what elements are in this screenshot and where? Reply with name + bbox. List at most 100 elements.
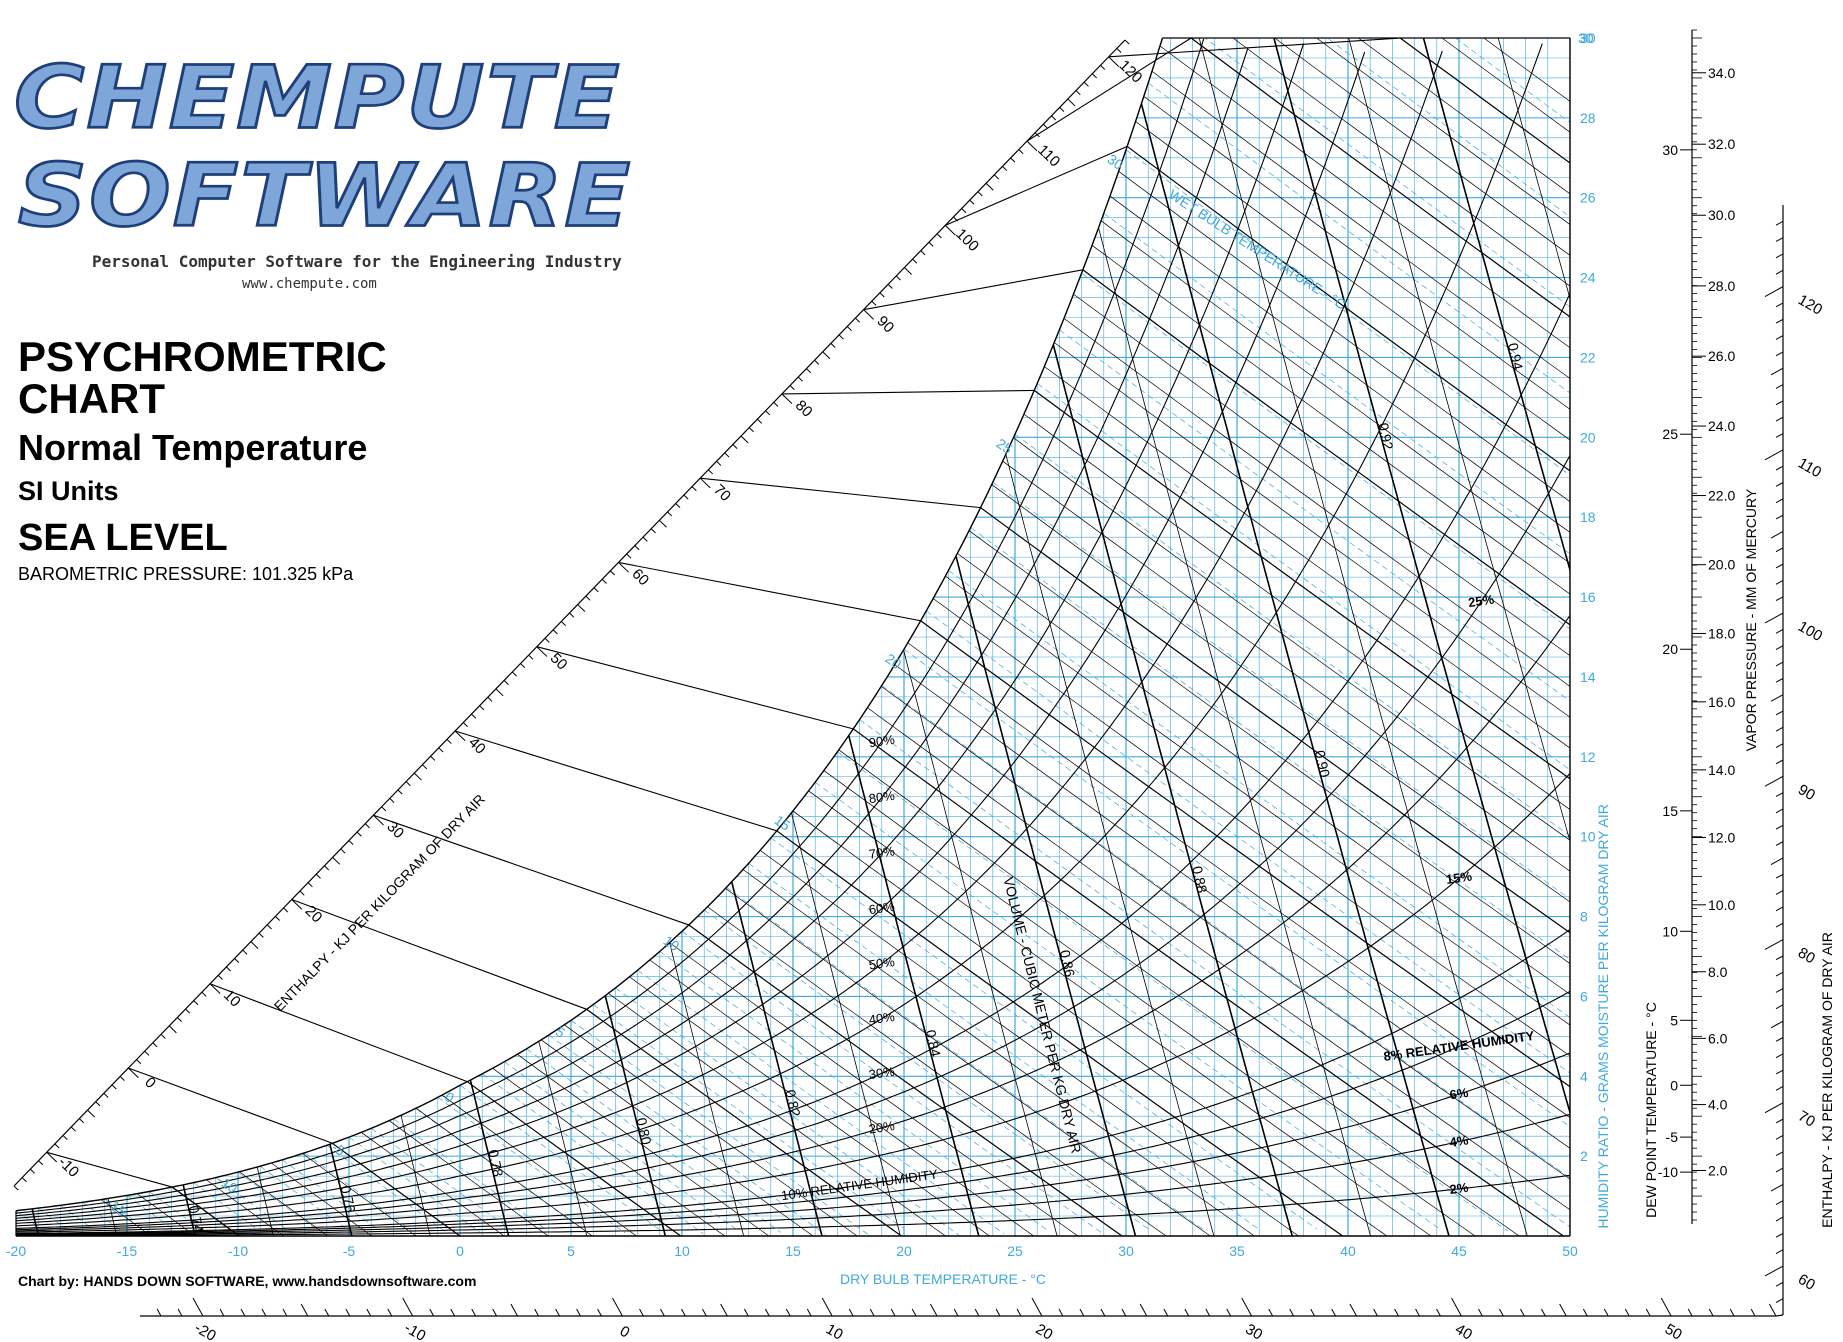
rh-curve xyxy=(16,455,1570,1231)
enthalpy-scale-tick xyxy=(724,452,730,458)
enthalpy-right-tick xyxy=(1775,1086,1784,1091)
enthalpy-scale-tick xyxy=(618,562,629,573)
enthalpy-bottom-tick xyxy=(366,1308,372,1317)
enthalpy-bottom-tick xyxy=(471,1308,477,1317)
enthalpy-scale-tick xyxy=(871,300,877,306)
volume-line xyxy=(1273,38,1570,1236)
enthalpy-scale-tick xyxy=(601,578,607,584)
y-tick-label: 8 xyxy=(1580,909,1588,925)
enthalpy-right-tick xyxy=(1764,1265,1784,1277)
rh-curve xyxy=(16,929,1570,1235)
wet-bulb-line xyxy=(881,685,1570,1229)
enthalpy-right-tick xyxy=(1775,1004,1784,1010)
volume-label: 0.82 xyxy=(782,1088,803,1118)
enthalpy-right-tick xyxy=(1775,1167,1784,1173)
enthalpy-right-tick xyxy=(1764,939,1784,950)
enthalpy-bottom-tick xyxy=(702,1308,707,1317)
logo-line-chempute: CHEMPUTE xyxy=(12,47,622,149)
wet-bulb-label: 5 xyxy=(553,1023,569,1041)
vapor-pressure-label: 16.0 xyxy=(1708,694,1735,710)
volume-line xyxy=(1348,38,1570,1236)
enthalpy-scale-tick xyxy=(283,907,289,913)
enthalpy-bottom-tick xyxy=(1624,1308,1630,1317)
enthalpy-right-tick xyxy=(1775,1053,1784,1059)
enthalpy-bottom-tick xyxy=(806,1308,812,1317)
enthalpy-line xyxy=(1065,38,1570,1236)
vapor-pressure-label: 20.0 xyxy=(1708,557,1735,573)
enthalpy-bottom-label: 10 xyxy=(823,1321,846,1342)
logo-line-software: SOFTWARE xyxy=(16,145,633,247)
enthalpy-scale-tick xyxy=(373,814,384,826)
x-tick-label: 10 xyxy=(674,1243,690,1259)
enthalpy-right-label: 60 xyxy=(1795,1271,1818,1294)
x-tick-label: 45 xyxy=(1451,1243,1467,1259)
enthalpy-bottom-tick xyxy=(911,1308,917,1317)
wet-bulb-line xyxy=(437,1097,626,1234)
enthalpy-corner xyxy=(1775,1314,1784,1317)
enthalpy-left-axis-label: ENTHALPY - KJ PER KILOGRAM OF DRY AIR xyxy=(271,791,488,1014)
enthalpy-bottom-tick xyxy=(1121,1308,1127,1317)
wet-bulb-line xyxy=(703,909,1150,1230)
enthalpy-scale-tick xyxy=(299,890,305,896)
enthalpy-line xyxy=(856,38,1570,1236)
enthalpy-scale-tick xyxy=(95,1101,101,1107)
wet-bulb-line xyxy=(570,1020,871,1236)
enthalpy-right-tick xyxy=(1775,922,1784,928)
volume-label: 0.86 xyxy=(1057,948,1078,978)
enthalpy-bottom-tick xyxy=(387,1308,393,1317)
enthalpy-bottom-tick xyxy=(1750,1308,1756,1317)
enthalpy-line xyxy=(1190,38,1570,1236)
y-tick-label: 14 xyxy=(1580,669,1596,685)
enthalpy-scale-tick xyxy=(487,696,493,702)
enthalpy-scale-tick xyxy=(275,915,281,921)
rh-label: 40% xyxy=(868,1009,896,1028)
enthalpy-scale-tick xyxy=(185,1008,191,1014)
enthalpy-scale-tick xyxy=(152,1042,158,1048)
enthalpy-scale-tick xyxy=(1100,64,1106,70)
enthalpy-guide-line xyxy=(863,269,1083,311)
enthalpy-bottom-label: 0 xyxy=(617,1323,633,1342)
enthalpy-bottom-tick xyxy=(1708,1308,1714,1317)
wet-bulb-line xyxy=(592,1004,904,1229)
enthalpy-right-tick xyxy=(1770,1020,1784,1029)
wet-bulb-line xyxy=(393,1118,548,1231)
enthalpy-scale-tick xyxy=(708,469,714,475)
y-tick-label: 22 xyxy=(1580,349,1596,365)
enthalpy-scale-tick xyxy=(226,966,232,972)
enthalpy-scale-tick xyxy=(250,941,259,949)
enthalpy-scale-tick xyxy=(46,1151,58,1163)
enthalpy-scale-tick xyxy=(234,958,240,964)
enthalpy-bottom-tick xyxy=(929,1303,938,1317)
enthalpy-scale-tick xyxy=(609,570,616,576)
wet-bulb-line xyxy=(1192,38,1570,1232)
enthalpy-scale-tick xyxy=(904,267,912,275)
enthalpy-line xyxy=(16,38,593,1236)
volume-line xyxy=(1123,38,1450,1236)
wet-bulb-line xyxy=(326,1145,448,1234)
enthalpy-right-tick xyxy=(1764,449,1784,461)
rh-label: 30% xyxy=(868,1064,896,1083)
enthalpy-bottom-tick xyxy=(1079,1308,1085,1317)
enthalpy-scale-tick xyxy=(667,511,673,517)
vapor-pressure-label: 26.0 xyxy=(1708,348,1735,364)
enthalpy-bottom-tick xyxy=(720,1303,728,1317)
wet-bulb-line xyxy=(504,1061,737,1230)
enthalpy-scale-tick xyxy=(1116,48,1122,53)
wet-bulb-label: 30 xyxy=(1105,151,1127,173)
volume-line xyxy=(16,38,274,1236)
enthalpy-scale-tick xyxy=(1067,98,1076,107)
enthalpy-bottom-label: -20 xyxy=(192,1319,219,1342)
enthalpy-scale-label: 50 xyxy=(547,650,571,674)
enthalpy-line xyxy=(1274,38,1570,1236)
vapor-pressure-label: 30.0 xyxy=(1708,207,1735,223)
enthalpy-scale-tick xyxy=(1075,90,1081,96)
enthalpy-scale-tick xyxy=(128,1067,139,1079)
enthalpy-right-tick xyxy=(1770,857,1784,865)
enthalpy-bottom-tick xyxy=(1016,1308,1022,1317)
x-tick-label: -5 xyxy=(343,1243,356,1259)
enthalpy-scale-label: 90 xyxy=(873,313,897,337)
enthalpy-bottom-tick xyxy=(821,1297,833,1317)
enthalpy-scale-tick xyxy=(1124,39,1130,45)
enthalpy-scale-tick xyxy=(1083,81,1089,87)
enthalpy-bottom-tick xyxy=(1559,1303,1567,1317)
